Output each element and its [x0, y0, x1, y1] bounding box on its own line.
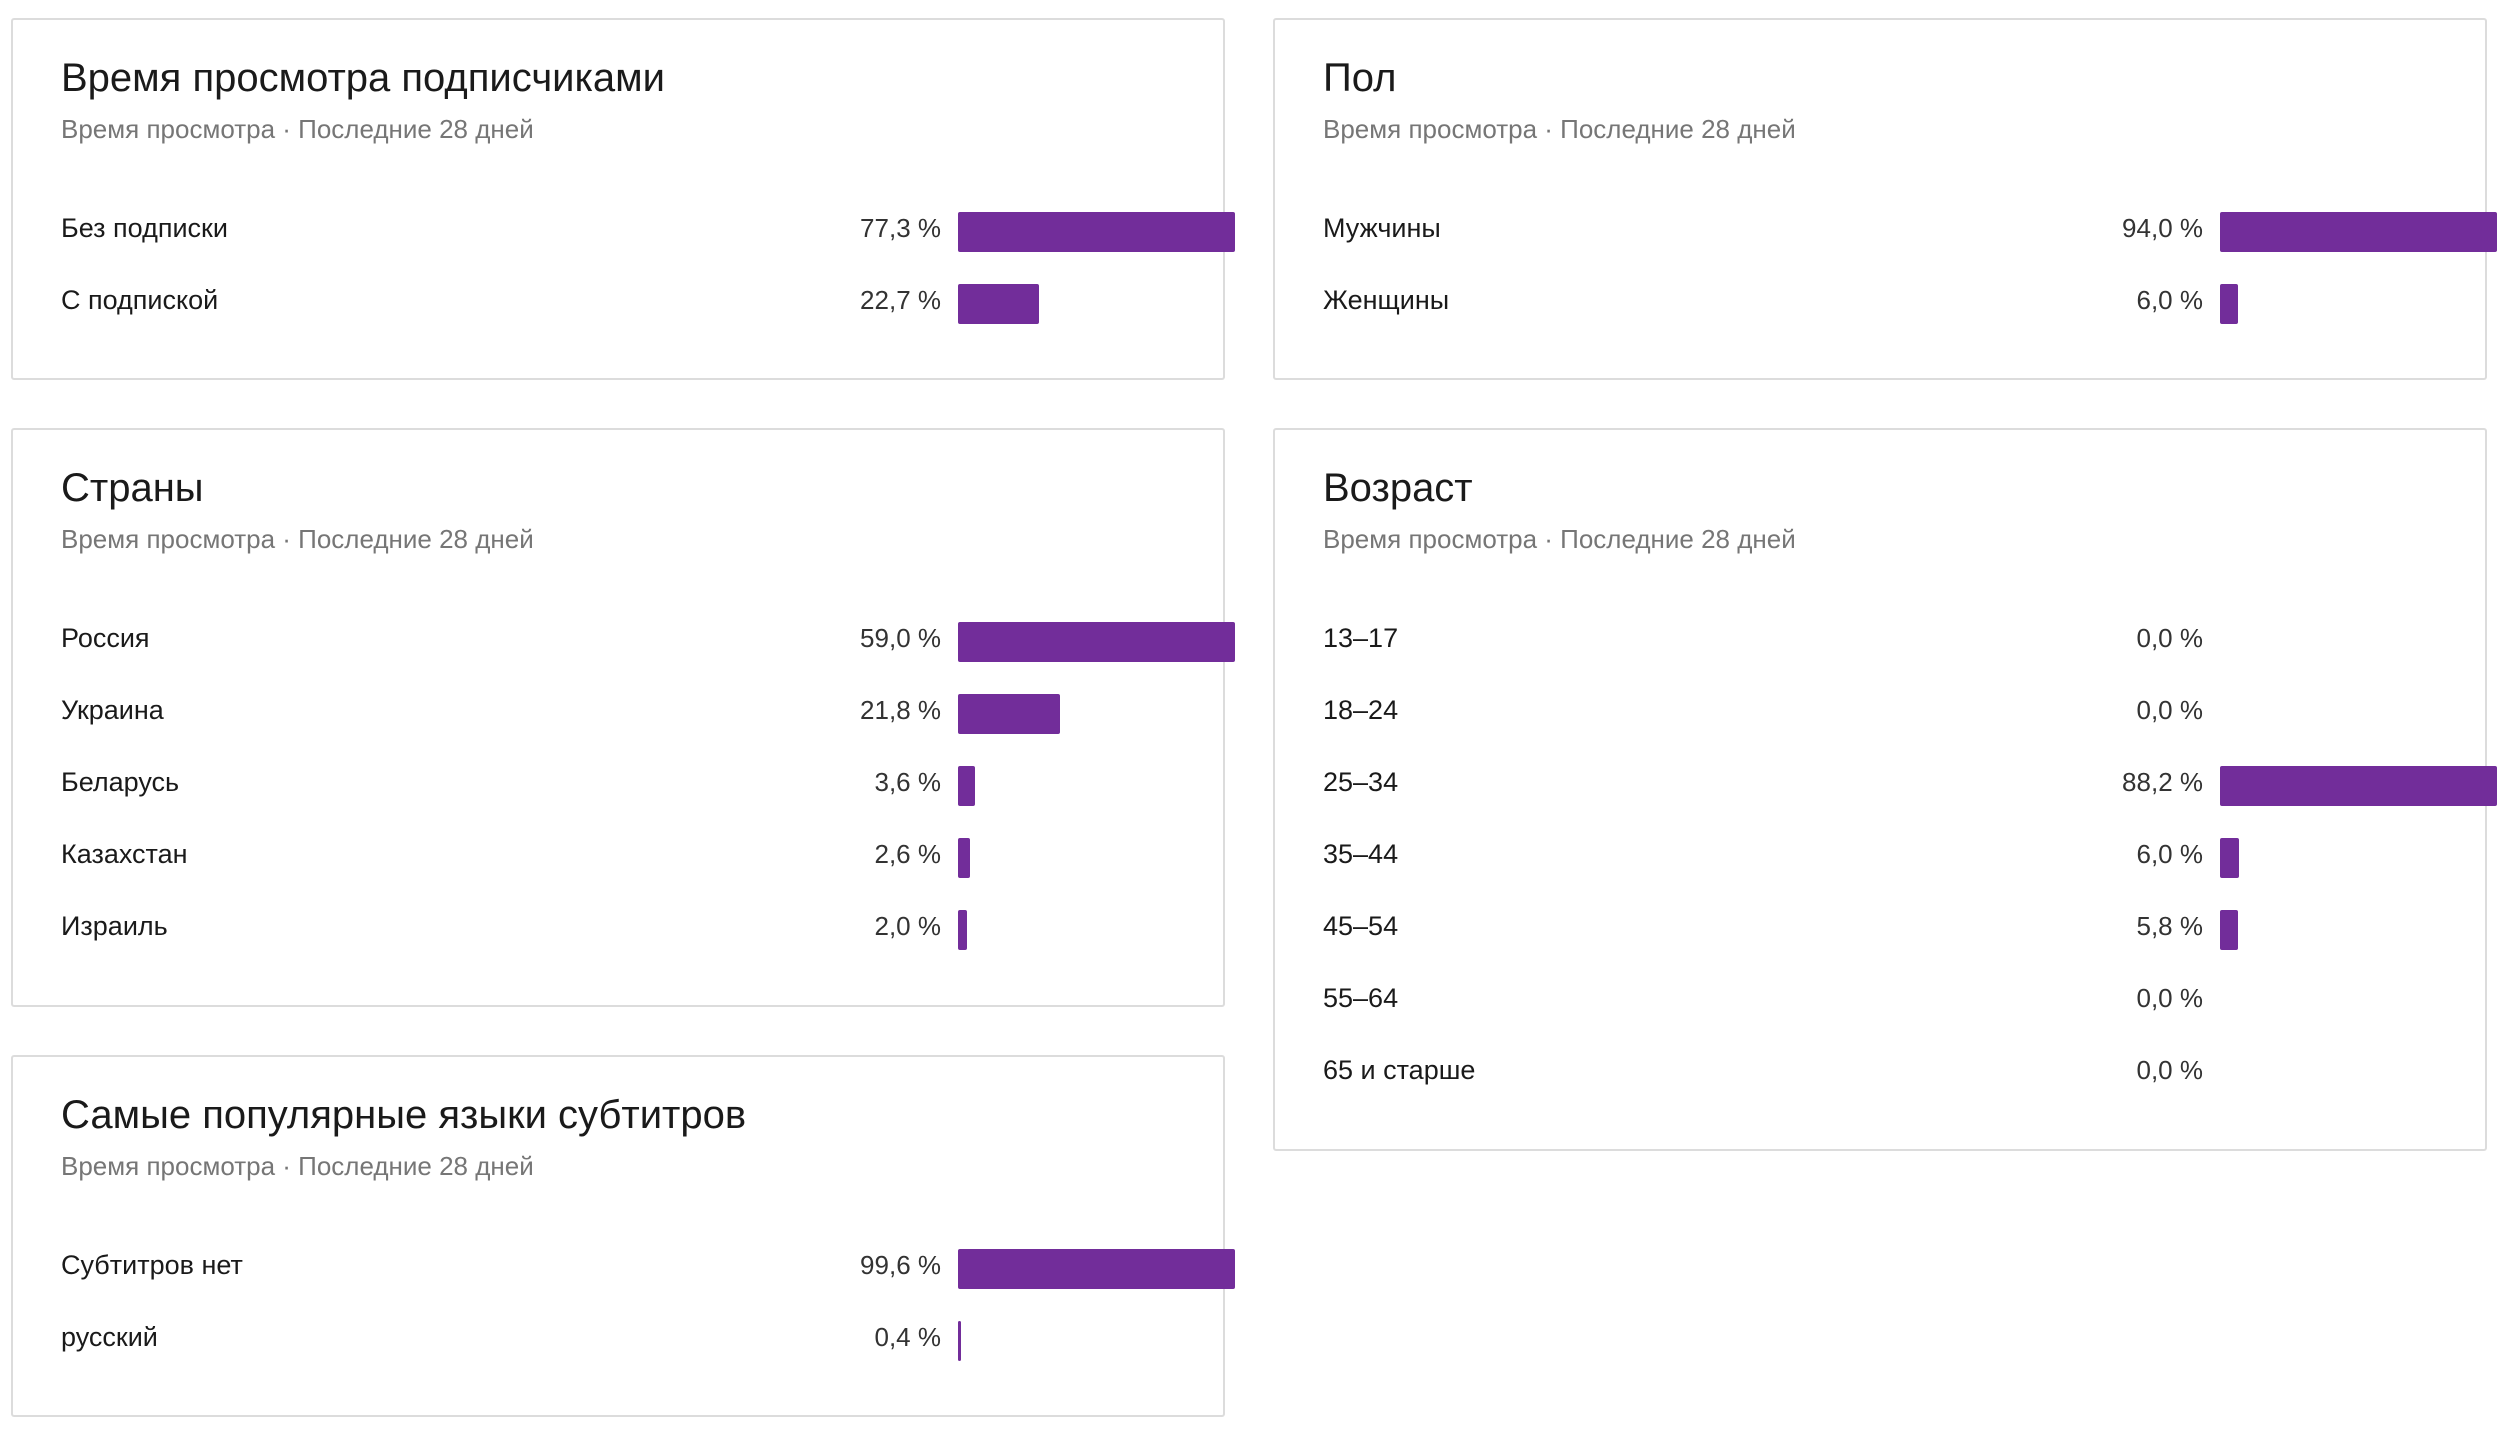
bar-value: 5,8 % [2136, 911, 2204, 941]
bar-row: Украина 21,8 % [61, 674, 1175, 746]
bar-label: 45–54 [1323, 911, 1399, 941]
bar-label: Израиль [61, 911, 168, 941]
card-title: Возраст [1323, 466, 1473, 510]
bar-label: 65 и старше [1323, 1055, 1476, 1085]
bar-value: 2,0 % [874, 911, 942, 941]
bar-value: 0,4 % [874, 1322, 942, 1352]
bar-value: 6,0 % [2136, 285, 2204, 315]
bar [958, 910, 968, 950]
card-subtitle: Время просмотра · Последние 28 дней [61, 524, 534, 554]
bar [958, 766, 975, 806]
gender-card: Пол Время просмотра · Последние 28 дней … [1273, 18, 2497, 380]
bar [2220, 212, 2497, 252]
bar-value: 88,2 % [2122, 767, 2203, 797]
bar-value: 3,6 % [874, 767, 942, 797]
bar-row: Россия 59,0 % [61, 602, 1235, 674]
subtitle-languages-card: Самые популярные языки субтитров Время п… [11, 1055, 1235, 1417]
bar-value: 77,3 % [860, 213, 941, 243]
bar-label: русский [61, 1322, 158, 1352]
card-subtitle: Время просмотра · Последние 28 дней [1323, 114, 1796, 144]
card-subtitle: Время просмотра · Последние 28 дней [61, 114, 534, 144]
bar [958, 838, 971, 878]
bar-value: 22,7 % [860, 285, 941, 315]
bar-row: Израиль 2,0 % [61, 890, 1175, 962]
bar [2220, 284, 2238, 324]
bar [2220, 910, 2239, 950]
bar-label: 35–44 [1323, 839, 1399, 869]
bar-label: Субтитров нет [61, 1250, 243, 1280]
bar-label: 13–17 [1323, 623, 1399, 653]
card-title: Самые популярные языки субтитров [61, 1093, 747, 1137]
bar-row: Субтитров нет 99,6 % [61, 1229, 1235, 1301]
bar-value: 0,0 % [2136, 623, 2204, 653]
bar-value: 0,0 % [2136, 695, 2204, 725]
bar-label: 25–34 [1323, 767, 1399, 797]
bar-row: Казахстан 2,6 % [61, 818, 1175, 890]
bar-row: 35–44 6,0 % [1323, 818, 2437, 890]
card-title: Страны [61, 466, 204, 510]
bar-rows: Без подписки 77,3 % С подпиской 22,7 % [61, 192, 1235, 336]
bar-row: 25–34 88,2 % [1323, 746, 2497, 818]
card-title: Пол [1323, 56, 1397, 100]
subscribers-card: Время просмотра подписчиками Время просм… [11, 18, 1235, 380]
bar-label: Россия [61, 623, 150, 653]
bar-rows: Мужчины 94,0 % Женщины 6,0 % [1323, 192, 2497, 336]
age-card: Возраст Время просмотра · Последние 28 д… [1273, 428, 2497, 1151]
bar-row: русский 0,4 % [61, 1301, 1175, 1373]
bar-label: С подпиской [61, 285, 219, 315]
bar-rows: Россия 59,0 % Украина 21,8 % Беларусь 3,6 % Ка… [61, 602, 1235, 962]
card-subtitle: Время просмотра · Последние 28 дней [61, 1151, 534, 1181]
card-subtitle: Время просмотра · Последние 28 дней [1323, 524, 1796, 554]
bar-label: Без подписки [61, 213, 228, 243]
bar-rows: 13–17 0,0 % 18–24 0,0 % 25–34 88,2 % 35–44 6,0 … [1323, 602, 2497, 1106]
bar-label: 18–24 [1323, 695, 1399, 725]
bar-value: 6,0 % [2136, 839, 2204, 869]
bar-label: Украина [61, 695, 164, 725]
bar-row: 45–54 5,8 % [1323, 890, 2437, 962]
bar [958, 622, 1235, 662]
bar-value: 21,8 % [860, 695, 941, 725]
bar [958, 1249, 1235, 1289]
bar-row: Беларусь 3,6 % [61, 746, 1175, 818]
bar-value: 0,0 % [2136, 1055, 2204, 1085]
bar-row: Мужчины 94,0 % [1323, 192, 2497, 264]
bar-label: Казахстан [61, 839, 188, 869]
bar-value: 94,0 % [2122, 213, 2203, 243]
bar-rows: Субтитров нет 99,6 % русский 0,4 % [61, 1229, 1235, 1373]
bar-label: Беларусь [61, 767, 180, 797]
bar-row: 13–17 0,0 % [1323, 602, 2437, 674]
bar-value: 99,6 % [860, 1250, 941, 1280]
bar-row: 55–64 0,0 % [1323, 962, 2437, 1034]
bar-row: Женщины 6,0 % [1323, 264, 2437, 336]
bar-label: Мужчины [1323, 213, 1441, 243]
bar-row: 65 и старше 0,0 % [1323, 1034, 2437, 1106]
bar [2220, 766, 2497, 806]
bar-row: С подпиской 22,7 % [61, 264, 1175, 336]
countries-card: Страны Время просмотра · Последние 28 дн… [11, 428, 1235, 1007]
bar [2220, 838, 2239, 878]
bar-row: Без подписки 77,3 % [61, 192, 1235, 264]
bar-value: 0,0 % [2136, 983, 2204, 1013]
bar [958, 284, 1040, 324]
bar-label: 55–64 [1323, 983, 1399, 1013]
bar [958, 1321, 961, 1361]
bar-value: 59,0 % [860, 623, 941, 653]
bar [958, 212, 1235, 252]
bar-value: 2,6 % [874, 839, 942, 869]
bar-row: 18–24 0,0 % [1323, 674, 2437, 746]
card-title: Время просмотра подписчиками [61, 56, 665, 100]
bar [958, 694, 1061, 734]
bar-label: Женщины [1323, 285, 1450, 315]
